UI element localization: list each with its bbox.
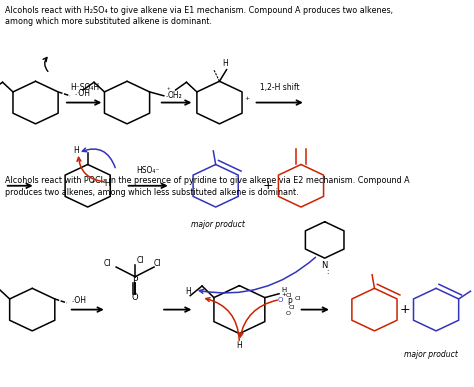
Text: ·OH: ·OH: [73, 296, 86, 305]
Text: H: H: [222, 59, 228, 68]
Text: Cl: Cl: [285, 293, 292, 298]
Text: :: :: [326, 269, 328, 275]
Text: among which more substituted alkene is dominant.: among which more substituted alkene is d…: [5, 17, 211, 26]
Text: H: H: [73, 146, 79, 156]
Text: Cl: Cl: [104, 259, 111, 268]
Text: HSO₄⁻: HSO₄⁻: [136, 166, 160, 175]
Text: ·OH: ·OH: [76, 89, 90, 98]
Text: major product: major product: [191, 220, 245, 229]
Text: Cl: Cl: [295, 296, 301, 301]
Text: major product: major product: [404, 349, 458, 359]
Text: O: O: [132, 293, 138, 303]
Text: Cl: Cl: [288, 305, 294, 310]
Text: H: H: [105, 179, 110, 188]
Text: 1,2-H shift: 1,2-H shift: [260, 82, 300, 92]
Text: +: +: [244, 96, 249, 101]
Text: Alcohols react with POCl₃ in the presence of pyridine to give alkene via E2 mech: Alcohols react with POCl₃ in the presenc…: [5, 176, 410, 185]
Text: H: H: [237, 341, 242, 350]
Text: N: N: [321, 260, 328, 270]
Text: ⁺: ⁺: [167, 88, 171, 94]
Text: ..: ..: [71, 298, 74, 303]
Text: H⁻SO₄H: H⁻SO₄H: [70, 82, 99, 92]
Text: ..: ..: [165, 92, 169, 98]
Text: produces two alkenes, among which less substituted alkene is dominant.: produces two alkenes, among which less s…: [5, 188, 298, 197]
Text: H: H: [281, 287, 286, 293]
Text: +: +: [282, 292, 286, 297]
Text: P: P: [132, 276, 138, 285]
Text: O: O: [286, 311, 291, 315]
Text: +: +: [263, 179, 273, 192]
Text: P: P: [287, 298, 292, 307]
Text: Cl: Cl: [154, 259, 162, 268]
Text: Cl: Cl: [137, 256, 145, 265]
Text: Alcohols react with H₂SO₄ to give alkene via E1 mechanism. Compound A produces t: Alcohols react with H₂SO₄ to give alkene…: [5, 6, 393, 15]
Text: +: +: [90, 179, 95, 183]
Text: ..: ..: [74, 91, 78, 96]
Text: O: O: [277, 296, 283, 303]
Text: H: H: [185, 287, 191, 296]
Text: +: +: [400, 303, 410, 316]
Text: OH₂: OH₂: [168, 91, 182, 99]
